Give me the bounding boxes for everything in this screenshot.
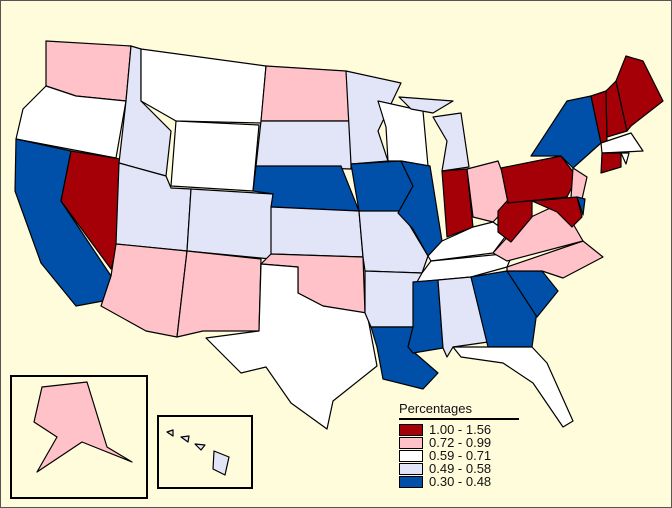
legend-swatch [399, 423, 423, 436]
legend-swatch [399, 436, 423, 449]
state-co [186, 188, 274, 260]
legend-swatch [399, 462, 423, 475]
state-nm [176, 250, 262, 338]
alaska-map [33, 381, 133, 473]
state-tx [205, 263, 378, 430]
state-hi [212, 450, 230, 476]
state-mn [345, 70, 402, 165]
legend-item: 0.49 - 0.58 [399, 461, 519, 476]
state-ri [620, 152, 630, 165]
state-wy [170, 120, 260, 192]
state-hi [180, 435, 190, 443]
state-me [615, 55, 664, 132]
legend-label: 0.72 - 0.99 [429, 435, 492, 450]
state-pa [500, 155, 578, 204]
legend-label: 1.00 - 1.56 [429, 422, 492, 437]
state-mt [140, 48, 267, 124]
state-il [397, 160, 443, 257]
legend-label: 0.30 - 0.48 [429, 474, 492, 489]
state-ny [530, 95, 602, 169]
legend-item: 0.59 - 0.71 [399, 448, 519, 463]
state-ms [407, 279, 444, 354]
legend: Percentages 1.00 - 1.56 0.72 - 0.99 0.59 -… [399, 401, 519, 489]
legend-label: 0.59 - 0.71 [429, 448, 492, 463]
legend-swatch [399, 449, 423, 462]
legend-item: 0.72 - 0.99 [399, 435, 519, 450]
state-ak [33, 381, 133, 473]
legend-title: Percentages [399, 401, 519, 420]
state-hi [194, 443, 206, 451]
legend-item: 0.30 - 0.48 [399, 474, 519, 489]
state-fl [452, 346, 574, 428]
state-ks [270, 206, 364, 258]
legend-swatch [399, 475, 423, 488]
state-nd [260, 65, 352, 122]
state-ct [600, 152, 622, 174]
state-mi [398, 96, 454, 114]
state-hi [166, 429, 174, 437]
legend-item: 1.00 - 1.56 [399, 422, 519, 437]
alaska-inset [10, 375, 148, 499]
state-md [531, 196, 583, 228]
hawaii-inset [157, 415, 253, 489]
state-az [100, 243, 188, 338]
hawaii-map [166, 429, 230, 476]
state-de [576, 196, 586, 216]
legend-label: 0.49 - 0.58 [429, 461, 492, 476]
state-ma [600, 132, 644, 154]
state-sd [255, 120, 352, 170]
state-mi [432, 112, 470, 172]
